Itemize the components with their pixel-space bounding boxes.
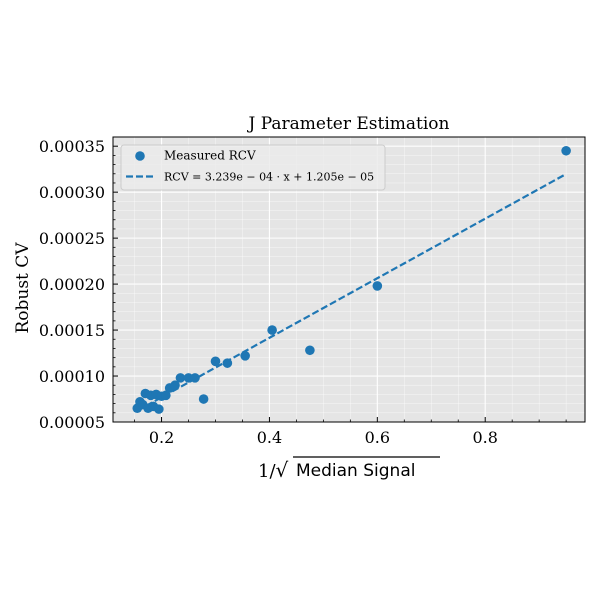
legend-label-measured: Measured RCV (164, 149, 256, 163)
x-tick-label: 0.8 (472, 428, 497, 447)
y-tick-label: 0.00030 (39, 183, 105, 202)
legend: Measured RCV RCV = 3.239e − 04 · x + 1.2… (120, 144, 386, 191)
legend-marker-measured (135, 151, 145, 161)
data-point (175, 373, 186, 383)
y-tick-label: 0.00005 (39, 413, 105, 432)
x-tick-label: 0.4 (257, 428, 282, 447)
points-layer (132, 145, 571, 414)
x-axis-label-radical: √ (276, 458, 289, 482)
fit-line-layer (136, 173, 567, 412)
data-point (198, 394, 209, 404)
data-point (210, 356, 221, 367)
y-tick-label: 0.00010 (39, 367, 105, 386)
x-axis-label: 1/√ Median Signal (258, 456, 440, 482)
x-tick-label: 0.2 (149, 428, 174, 447)
data-point (372, 281, 383, 291)
data-point (161, 390, 171, 401)
data-point (170, 380, 180, 391)
data-point (267, 325, 277, 335)
fit-line (136, 173, 567, 412)
chart-title: J Parameter Estimation (246, 114, 449, 134)
data-point (222, 358, 233, 368)
y-tick-label: 0.00025 (39, 229, 105, 248)
legend-label-fit-line: RCV = 3.239e − 04 · x + 1.205e − 05 (164, 171, 374, 184)
tick-layer: 0.2 0.4 0.6 0.8 0.00005 0.00010 0.00015 0.00020… (39, 136, 567, 447)
data-point (305, 345, 315, 356)
y-tick-label: 0.00015 (39, 321, 105, 340)
plot-frame (112, 136, 586, 423)
y-tick-label: 0.00035 (39, 137, 105, 156)
x-axis-label-radicand: Median Signal (296, 461, 415, 481)
svg-text:1/√: 1/√ (258, 458, 289, 482)
data-point (190, 373, 200, 383)
y-tick-label: 0.00020 (39, 275, 105, 294)
data-point (240, 351, 250, 361)
legend-box (120, 144, 386, 191)
x-axis-label-prefix: 1/ (258, 461, 276, 482)
data-point (561, 145, 571, 156)
x-tick-label: 0.6 (365, 428, 390, 447)
data-point (154, 404, 164, 414)
y-axis-label: Robust CV (13, 242, 33, 334)
